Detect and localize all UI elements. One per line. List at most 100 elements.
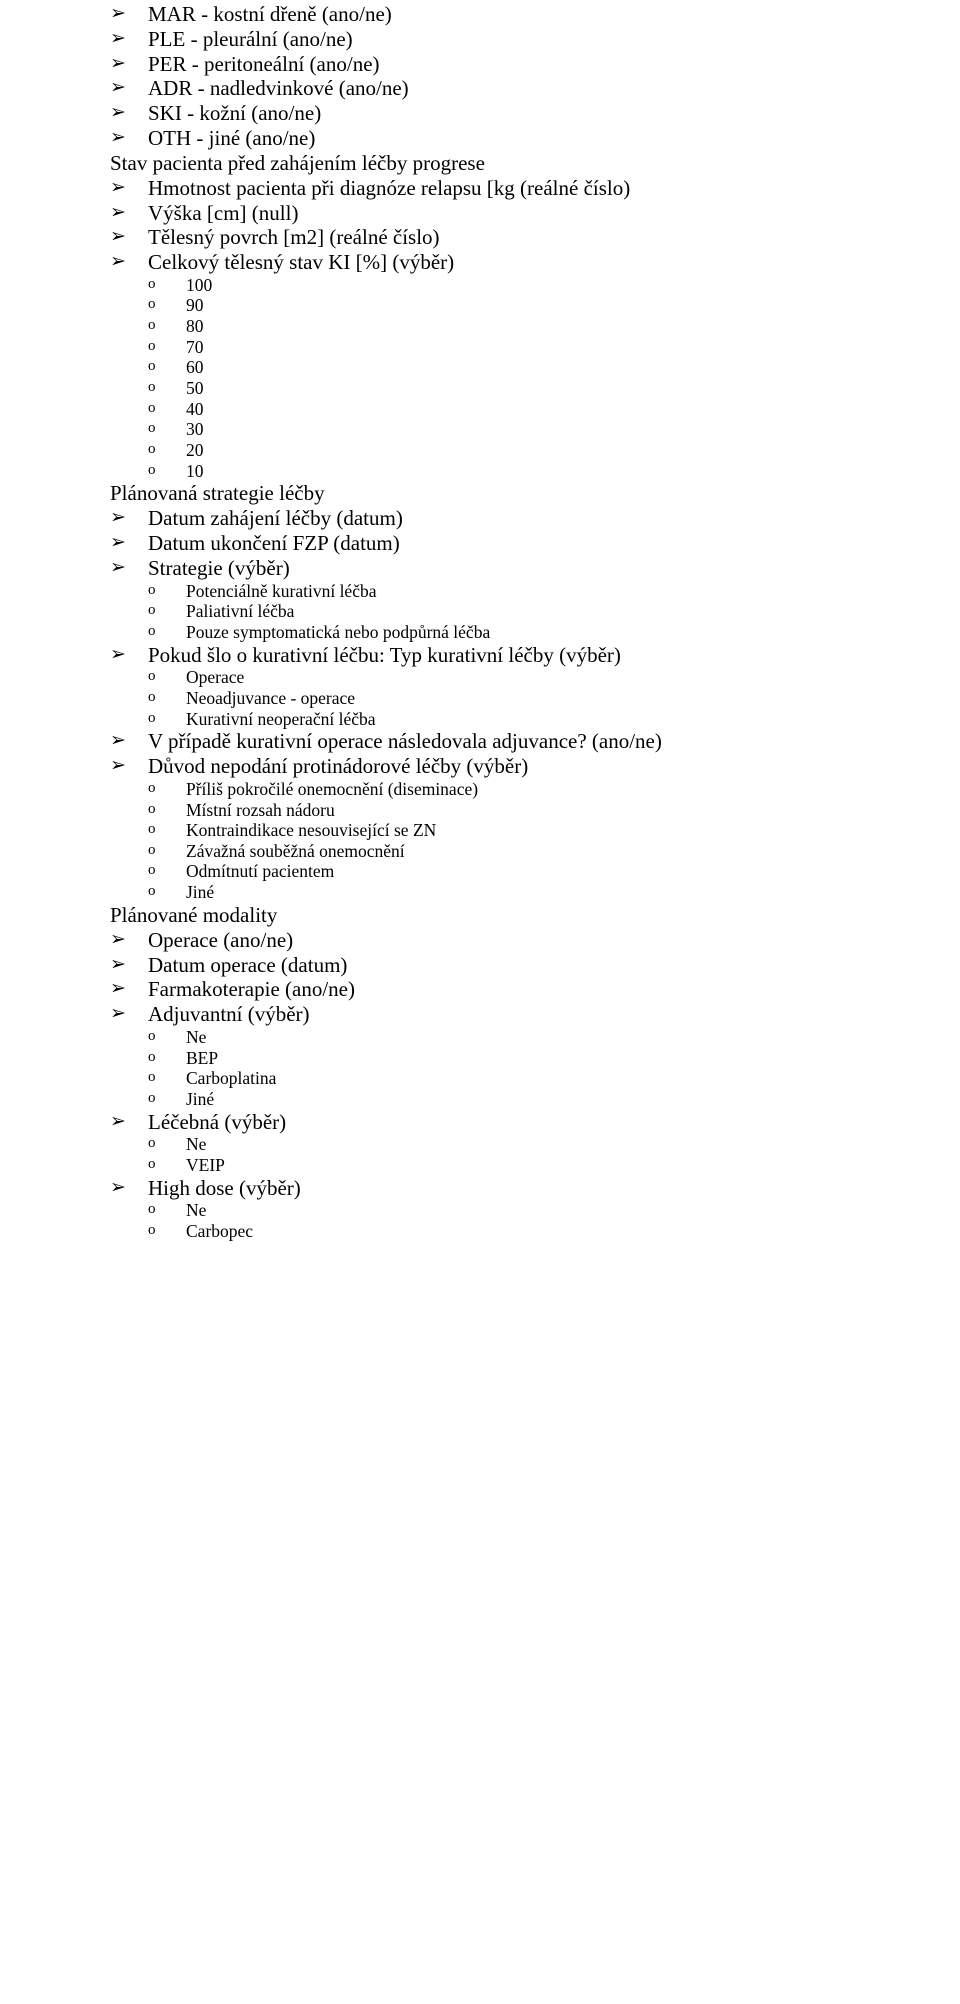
item-text: VEIP [186, 1155, 225, 1175]
sub-list-item: oOdmítnutí pacientem [148, 861, 920, 882]
item-text: Operace (ano/ne) [148, 928, 293, 952]
item-text: SKI - kožní (ano/ne) [148, 101, 321, 125]
sub-list-item: oPříliš pokročilé onemocnění (diseminace… [148, 779, 920, 800]
sub-list-item: o Ne [148, 1134, 920, 1155]
sub-list-item: o Carboplatina [148, 1068, 920, 1089]
item-text: 40 [186, 399, 204, 419]
item-text: Jiné [186, 1089, 214, 1109]
item-text: Tělesný povrch [m2] (reálné číslo) [148, 225, 440, 249]
bullet-icon: ➢ [110, 53, 126, 75]
list-item: ➢Výška [cm] (null) [110, 201, 920, 226]
item-text: Kontraindikace nesouvisející se ZN [186, 820, 436, 840]
bullet-icon: ➢ [110, 127, 126, 149]
list-item: ➢PER - peritoneální (ano/ne) [110, 52, 920, 77]
circle-bullet-icon: o [148, 400, 156, 418]
list-item: ➢Datum ukončení FZP (datum) [110, 531, 920, 556]
item-text: Ne [186, 1200, 206, 1220]
list-item: ➢ SKI - kožní (ano/ne) [110, 101, 920, 126]
list-item: ➢OTH - jiné (ano/ne) [110, 126, 920, 151]
sub-list-item: oPotenciálně kurativní léčba [148, 581, 920, 602]
sub-list-item: oNeoadjuvance - operace [148, 688, 920, 709]
circle-bullet-icon: o [148, 668, 156, 686]
item-text: Datum operace (datum) [148, 953, 347, 977]
item-text: Kurativní neoperační léčba [186, 709, 376, 729]
bullet-icon: ➢ [110, 1003, 126, 1025]
item-text: Celkový tělesný stav KI [%] (výběr) [148, 250, 454, 274]
circle-bullet-icon: o [148, 441, 156, 459]
circle-bullet-icon: o [148, 462, 156, 480]
item-text: Farmakoterapie (ano/ne) [148, 977, 355, 1001]
document-page: ➢MAR - kostní dřeně (ano/ne) ➢PLE - pleu… [0, 2, 960, 1242]
circle-bullet-icon: o [148, 358, 156, 376]
list-item: ➢Datum zahájení léčby (datum) [110, 506, 920, 531]
sub-list-item: o Závažná souběžná onemocnění [148, 841, 920, 862]
item-text: V případě kurativní operace následovala … [148, 729, 662, 753]
sub-list-item: oPaliativní léčba [148, 601, 920, 622]
sub-list-item: oPouze symptomatická nebo podpůrná léčba [148, 622, 920, 643]
item-text: Carboplatina [186, 1068, 276, 1088]
section-heading: Plánovaná strategie léčby [110, 481, 920, 506]
section-heading: Plánované modality [110, 903, 920, 928]
sub-list-item: o 80 [148, 316, 920, 337]
item-text: Místní rozsah nádoru [186, 800, 335, 820]
list-item: ➢ Datum operace (datum) [110, 953, 920, 978]
item-text: 90 [186, 295, 204, 315]
list-item: ➢PLE - pleurální (ano/ne) [110, 27, 920, 52]
item-text: 80 [186, 316, 204, 336]
circle-bullet-icon: o [148, 602, 156, 620]
list-item: ➢Hmotnost pacienta při diagnóze relapsu … [110, 176, 920, 201]
item-text: Závažná souběžná onemocnění [186, 841, 405, 861]
circle-bullet-icon: o [148, 801, 156, 819]
list-item: ➢Operace (ano/ne) [110, 928, 920, 953]
list-item: ➢ High dose (výběr) [110, 1176, 920, 1201]
sub-list-item: oJiné [148, 882, 920, 903]
sub-list-item: o70 [148, 337, 920, 358]
circle-bullet-icon: o [148, 842, 156, 860]
sub-list-item: oCarbopec [148, 1221, 920, 1242]
sub-list-item: o10 [148, 461, 920, 482]
circle-bullet-icon: o [148, 1156, 156, 1174]
item-text: 100 [186, 275, 212, 295]
item-text: ADR - nadledvinkové (ano/ne) [148, 76, 409, 100]
sub-list-item: o 40 [148, 399, 920, 420]
sub-list-item: oNe [148, 1200, 920, 1221]
sub-list-item: o 60 [148, 357, 920, 378]
item-text: BEP [186, 1048, 218, 1068]
item-text: Pokud šlo o kurativní léčbu: Typ kurativ… [148, 643, 621, 667]
item-text: Operace [186, 667, 244, 687]
bullet-icon: ➢ [110, 532, 126, 554]
bullet-icon: ➢ [110, 978, 126, 1000]
circle-bullet-icon: o [148, 1090, 156, 1108]
bullet-icon: ➢ [110, 102, 126, 124]
circle-bullet-icon: o [148, 689, 156, 707]
item-text: 60 [186, 357, 204, 377]
bullet-icon: ➢ [110, 177, 126, 199]
item-text: High dose (výběr) [148, 1176, 301, 1200]
circle-bullet-icon: o [148, 1069, 156, 1087]
circle-bullet-icon: o [148, 1135, 156, 1153]
circle-bullet-icon: o [148, 296, 156, 314]
item-text: Strategie (výběr) [148, 556, 290, 580]
sub-list-item: o Jiné [148, 1089, 920, 1110]
item-text: 30 [186, 419, 204, 439]
item-text: Léčebná (výběr) [148, 1110, 286, 1134]
sub-list-item: oKurativní neoperační léčba [148, 709, 920, 730]
bullet-icon: ➢ [110, 1111, 126, 1133]
item-text: 20 [186, 440, 204, 460]
circle-bullet-icon: o [148, 276, 156, 294]
circle-bullet-icon: o [148, 317, 156, 335]
sub-list-item: o 90 [148, 295, 920, 316]
list-item: ➢ADR - nadledvinkové (ano/ne) [110, 76, 920, 101]
bullet-icon: ➢ [110, 1177, 126, 1199]
item-text: Důvod nepodání protinádorové léčby (výbě… [148, 754, 528, 778]
item-text: Ne [186, 1134, 206, 1154]
circle-bullet-icon: o [148, 338, 156, 356]
bullet-icon: ➢ [110, 954, 126, 976]
bullet-icon: ➢ [110, 755, 126, 777]
item-text: Carbopec [186, 1221, 253, 1241]
bullet-icon: ➢ [110, 3, 126, 25]
circle-bullet-icon: o [148, 582, 156, 600]
item-text: Ne [186, 1027, 206, 1047]
list-item: ➢Tělesný povrch [m2] (reálné číslo) [110, 225, 920, 250]
list-item: ➢ Důvod nepodání protinádorové léčby (výb… [110, 754, 920, 779]
